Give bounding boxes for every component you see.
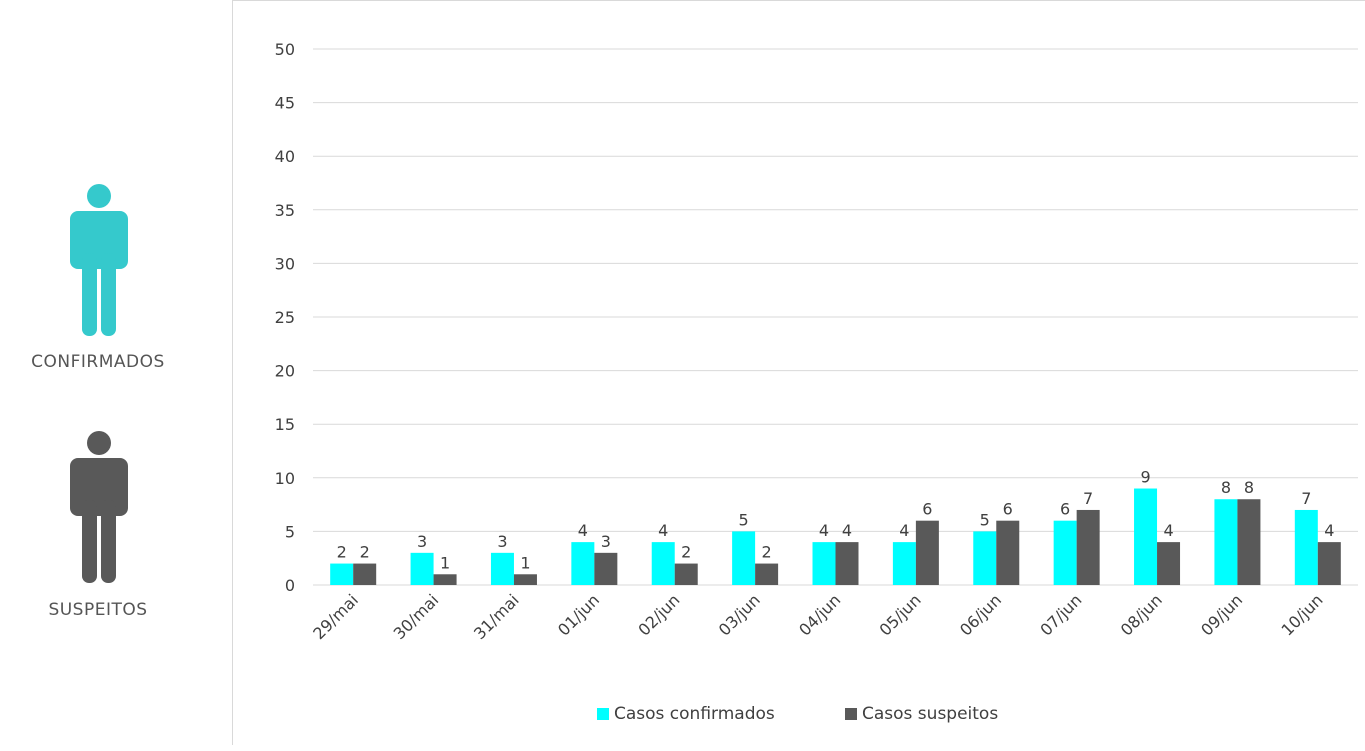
confirmed-bar <box>490 552 514 585</box>
suspected-bar <box>1157 542 1181 585</box>
confirmed-bar <box>973 531 997 585</box>
suspected-data-label: 1 <box>520 553 530 572</box>
suspected-data-label: 2 <box>360 543 370 562</box>
suspected-data-label: 4 <box>1324 521 1334 540</box>
x-tick-label: 03/jun <box>715 590 764 639</box>
legend-confirmed-label: Casos confirmados <box>614 704 775 724</box>
suspected-data-label: 4 <box>1163 521 1173 540</box>
suspected-data-label: 4 <box>842 521 852 540</box>
confirmed-data-label: 8 <box>1221 478 1231 497</box>
confirmed-data-label: 9 <box>1140 468 1150 487</box>
confirmed-bar <box>1134 488 1158 585</box>
legend-suspected-label: Casos suspeitos <box>862 704 998 724</box>
suspected-data-label: 6 <box>1003 500 1013 519</box>
x-tick-label: 05/jun <box>876 590 925 639</box>
suspected-bar <box>513 574 537 585</box>
y-tick-label: 30 <box>275 254 295 273</box>
suspected-bar <box>915 520 939 585</box>
suspected-bar <box>433 574 457 585</box>
confirmed-data-label: 5 <box>980 510 990 529</box>
y-tick-label: 45 <box>275 94 295 113</box>
x-tick-label: 02/jun <box>634 590 683 639</box>
suspected-label: SUSPEITOS <box>48 600 148 620</box>
confirmed-bar <box>1214 499 1238 585</box>
x-tick-label: 04/jun <box>795 590 844 639</box>
suspected-bar <box>996 520 1020 585</box>
confirmed-bar <box>732 531 756 585</box>
suspected-person-icon <box>70 431 128 583</box>
x-tick-label: 10/jun <box>1278 590 1327 639</box>
x-tick-label: 06/jun <box>956 590 1005 639</box>
suspected-data-label: 2 <box>762 543 772 562</box>
y-tick-label: 25 <box>275 308 295 327</box>
legend-suspected-swatch <box>845 708 857 720</box>
y-tick-label: 5 <box>285 522 295 541</box>
confirmed-bar <box>571 542 595 585</box>
x-tick-label: 08/jun <box>1117 590 1166 639</box>
y-tick-label: 10 <box>275 469 295 488</box>
confirmed-label: CONFIRMADOS <box>31 352 165 372</box>
y-tick-label: 40 <box>275 147 295 166</box>
legend-confirmed-swatch <box>597 708 609 720</box>
x-tick-label: 07/jun <box>1036 590 1085 639</box>
suspected-bar <box>755 563 779 585</box>
confirmed-data-label: 4 <box>899 521 909 540</box>
confirmed-bar <box>410 552 434 585</box>
suspected-data-label: 7 <box>1083 489 1093 508</box>
suspected-bar <box>1317 542 1341 585</box>
confirmed-data-label: 6 <box>1060 500 1070 519</box>
y-tick-label: 50 <box>275 40 295 59</box>
suspected-bar <box>1237 499 1261 585</box>
x-tick-label: 29/mai <box>309 590 362 643</box>
confirmed-data-label: 7 <box>1301 489 1311 508</box>
confirmed-data-label: 4 <box>819 521 829 540</box>
x-tick-label: 09/jun <box>1197 590 1246 639</box>
confirmed-person-icon <box>70 184 128 336</box>
x-tick-label: 31/mai <box>470 590 523 643</box>
y-tick-label: 20 <box>275 362 295 381</box>
y-tick-label: 0 <box>285 576 295 595</box>
confirmed-bar <box>812 542 836 585</box>
y-tick-label: 35 <box>275 201 295 220</box>
confirmed-bar <box>651 542 675 585</box>
confirmed-bar <box>1053 520 1077 585</box>
confirmed-data-label: 2 <box>337 543 347 562</box>
confirmed-data-label: 5 <box>739 510 749 529</box>
x-tick-label: 01/jun <box>554 590 603 639</box>
chart-frame: 0 5 10 15 20 25 30 35 40 45 50 2 2 29/mai 3 1 30/mai 3 1 31… <box>232 0 1365 745</box>
confirmed-data-label: 3 <box>417 532 427 551</box>
confirmed-bar <box>1294 509 1318 585</box>
confirmed-data-label: 4 <box>658 521 668 540</box>
suspected-data-label: 6 <box>922 500 932 519</box>
suspected-bar <box>594 552 618 585</box>
x-tick-label: 30/mai <box>390 590 443 643</box>
confirmed-data-label: 3 <box>497 532 507 551</box>
confirmed-bar <box>330 563 354 585</box>
confirmed-bar <box>892 542 916 585</box>
suspected-data-label: 8 <box>1244 478 1254 497</box>
y-tick-label: 15 <box>275 415 295 434</box>
suspected-bar <box>835 542 859 585</box>
suspected-bar <box>674 563 698 585</box>
confirmed-data-label: 4 <box>578 521 588 540</box>
suspected-data-label: 2 <box>681 543 691 562</box>
suspected-bar <box>1076 509 1100 585</box>
case-type-panel: CONFIRMADOS SUSPEITOS <box>0 0 232 745</box>
suspected-data-label: 3 <box>601 532 611 551</box>
suspected-bar <box>353 563 377 585</box>
suspected-data-label: 1 <box>440 553 450 572</box>
